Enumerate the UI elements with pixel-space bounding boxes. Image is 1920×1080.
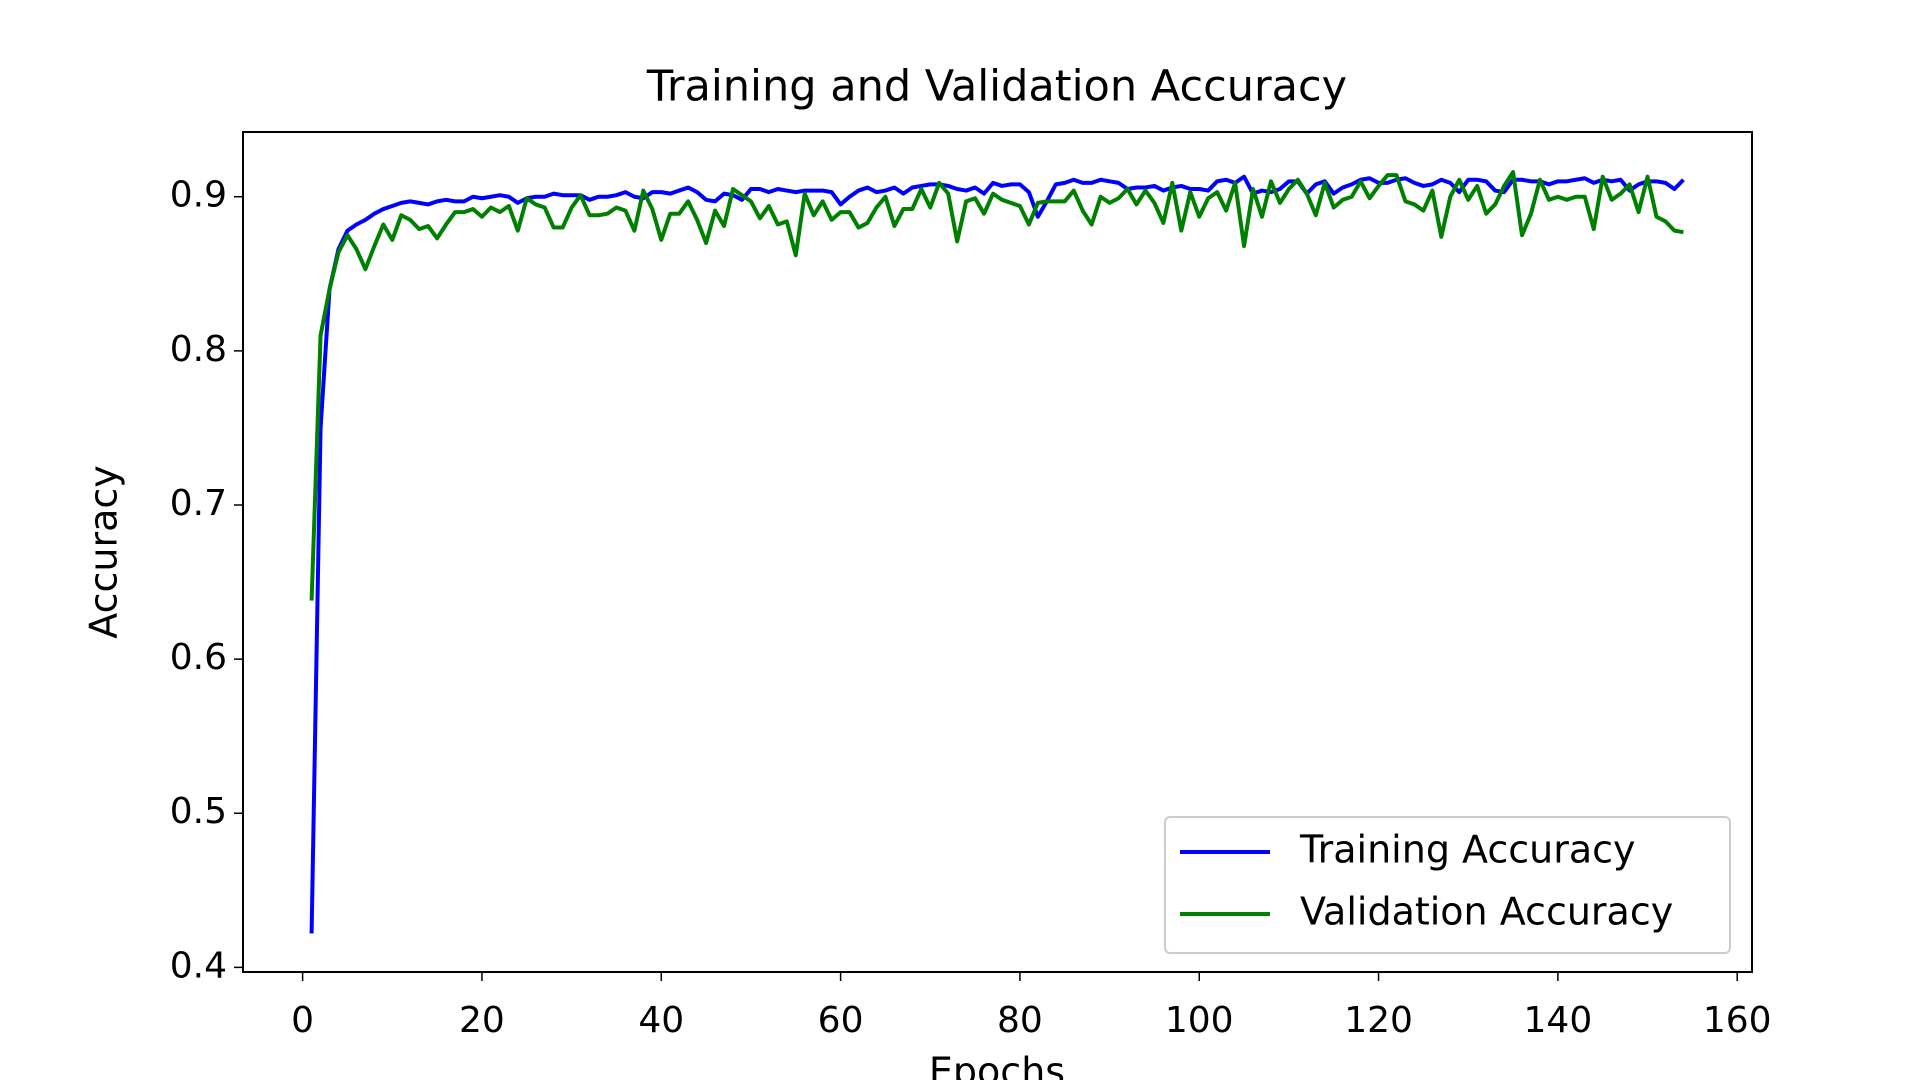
x-tick-label: 20 [459,1000,505,1041]
x-tick-label: 120 [1344,1000,1413,1041]
legend-box [1164,816,1731,954]
y-tick-label: 0.4 [170,945,227,986]
data-line [309,170,1684,601]
x-tick-label: 140 [1524,1000,1593,1041]
y-tick-label: 0.9 [170,175,227,216]
x-tick-label: 100 [1165,1000,1234,1041]
x-tick-label: 160 [1703,1000,1772,1041]
x-tick-label: 80 [997,1000,1043,1041]
chart-title: Training and Validation Accuracy [646,62,1347,112]
y-tick-label: 0.7 [170,483,227,524]
x-axis-label: Epochs [929,1050,1065,1080]
x-tick-label: 0 [291,1000,314,1041]
y-tick-label: 0.8 [170,329,227,370]
x-tick-label: 60 [818,1000,864,1041]
legend-label: Training Accuracy [1299,828,1636,872]
y-tick-label: 0.6 [170,637,227,678]
x-tick-label: 40 [638,1000,684,1041]
y-axis-label: Accuracy [82,465,126,639]
plot-frame [242,131,1753,973]
y-tick-label: 0.5 [170,791,227,832]
legend-label: Validation Accuracy [1300,890,1673,934]
